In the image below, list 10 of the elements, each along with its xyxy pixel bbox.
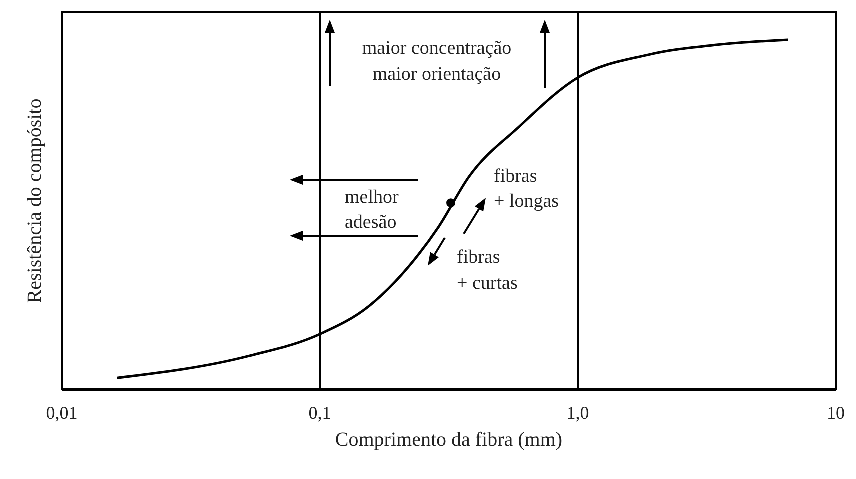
x-tick-label: 0,01 [46, 402, 78, 423]
y-axis-title: Resistência do compósito [24, 98, 46, 304]
annotation: melhor adesão [345, 187, 400, 233]
annotation: fibras + longas [494, 166, 560, 212]
x-tick-label: 10 [827, 402, 845, 423]
x-axis-title: Comprimento da fibra (mm) [335, 429, 563, 451]
x-tick-label: 0,1 [308, 402, 332, 423]
annotation: fibras + curtas [457, 247, 518, 294]
annotation: maior concentração maior orientação [362, 38, 512, 85]
x-tick-label: 1,0 [566, 402, 590, 423]
